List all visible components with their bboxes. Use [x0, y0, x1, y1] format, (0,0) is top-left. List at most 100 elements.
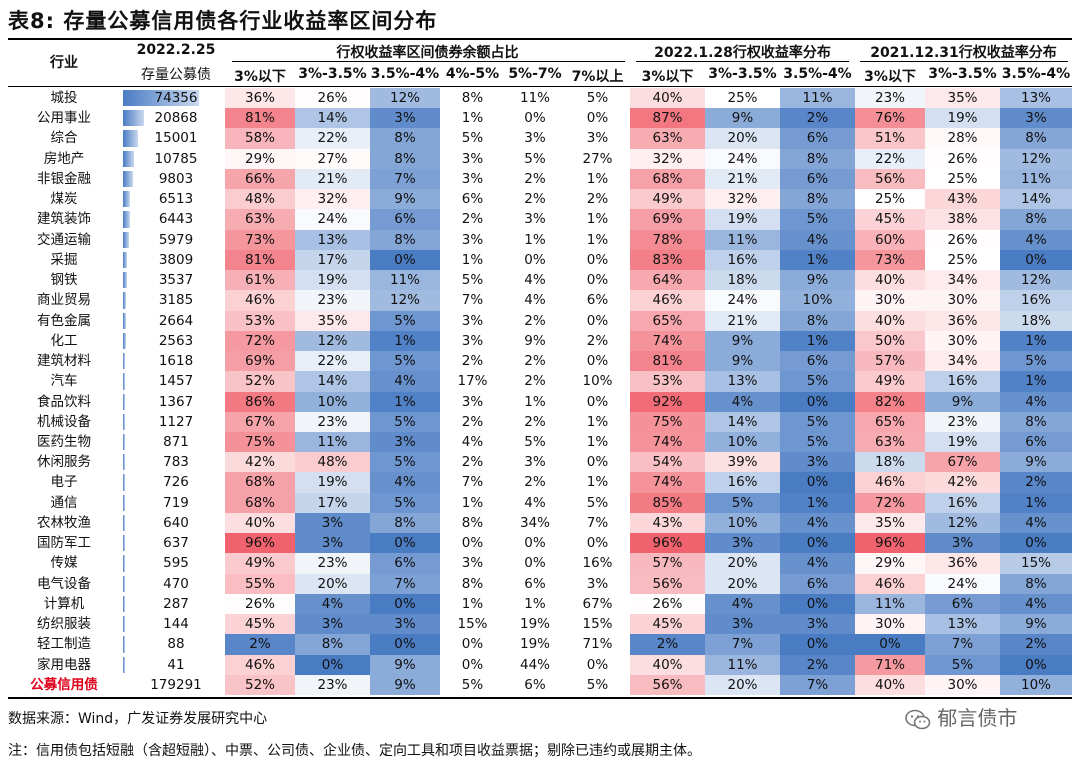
table-row: 轻工制造 88 2% 8% 0% 0% 19% 71% 2% 7% 0% 0% 7% 2% [8, 634, 1072, 655]
percent-cell: 22% [295, 128, 370, 149]
percent-cell: 73% [855, 249, 925, 271]
amount-bar [123, 454, 125, 471]
percent-cell: 14% [295, 108, 370, 129]
percent-cell: 8% [1000, 411, 1072, 432]
amount-value: 88 [167, 636, 185, 653]
percent-cell: 8% [295, 634, 370, 655]
percent-cell: 12% [295, 330, 370, 352]
amount-cell: 637 [121, 533, 231, 553]
percent-cell: 23% [295, 290, 370, 311]
bucket-header: 3%以下 [234, 69, 286, 85]
percent-cell: 4% [705, 593, 780, 615]
percent-cell: 52% [225, 371, 295, 392]
table-row: 建筑装饰 6443 63% 24% 6% 2% 3% 1% 69% 19% 5% 45% 38% 8% [8, 209, 1072, 230]
percent-cell: 6% [1000, 431, 1072, 453]
percent-cell: 46% [855, 573, 925, 594]
industry-name: 轻工制造 [37, 636, 91, 653]
percent-cell: 22% [855, 148, 925, 169]
percent-cell: 6% [780, 168, 855, 190]
table-row: 煤炭 6513 48% 32% 9% 6% 2% 2% 49% 32% 8% 25% 43% 14% [8, 189, 1072, 210]
percent-cell: 26% [925, 148, 1000, 169]
amount-value: 3809 [158, 251, 194, 268]
percent-cell: 63% [225, 209, 295, 230]
percent-cell: 96% [630, 533, 705, 554]
percent-cell: 1% [780, 492, 855, 513]
percent-cell: 3% [1000, 108, 1072, 129]
amount-bar [123, 332, 126, 350]
percent-cell: 19% [519, 636, 550, 653]
industry-name: 医药生物 [37, 433, 91, 450]
percent-cell: 81% [225, 249, 295, 271]
amount-cell: 144 [121, 614, 231, 634]
percent-cell: 10% [705, 431, 780, 453]
amount-bar [123, 373, 125, 390]
table-row: 非银金融 9803 66% 21% 7% 3% 2% 1% 68% 21% 6% 56% 25% 11% [8, 168, 1072, 190]
amount-value: 1618 [158, 353, 194, 370]
percent-cell: 10% [705, 512, 780, 534]
percent-cell: 68% [630, 168, 705, 190]
percent-cell: 1% [524, 231, 546, 248]
table-row: 机械设备 1127 67% 23% 5% 2% 2% 1% 75% 14% 5% 65% 23% 8% [8, 411, 1072, 432]
amount-value: 637 [163, 535, 189, 552]
percent-cell: 0% [1000, 654, 1072, 675]
amount-cell: 470 [121, 574, 231, 594]
percent-cell: 20% [705, 573, 780, 594]
industry-name: 纺织服装 [37, 616, 91, 633]
percent-cell: 2% [630, 634, 705, 655]
percent-cell: 9% [524, 332, 546, 349]
amount-bar [123, 292, 127, 309]
amount-bar [123, 494, 125, 511]
amount-value: 783 [163, 454, 189, 471]
percent-cell: 44% [519, 656, 550, 673]
percent-cell: 11% [705, 229, 780, 250]
percent-cell: 7% [370, 573, 440, 594]
amount-cell: 719 [121, 493, 231, 513]
percent-cell: 10% [780, 290, 855, 311]
industry-name: 公募信用债 [30, 676, 98, 693]
percent-cell: 43% [630, 512, 705, 534]
percent-cell: 56% [630, 573, 705, 594]
bucket-header: 4%-5% [445, 66, 500, 82]
percent-cell: 4% [1000, 593, 1072, 615]
percent-cell: 3% [461, 231, 484, 248]
percent-cell: 8% [370, 148, 440, 169]
amount-bar [123, 514, 125, 532]
table-row: 通信 719 68% 17% 5% 1% 4% 5% 85% 5% 1% 72% 16% 1% [8, 492, 1072, 513]
percent-cell: 12% [1000, 148, 1072, 169]
percent-cell: 50% [855, 330, 925, 352]
percent-cell: 26% [925, 229, 1000, 250]
amount-bar [123, 535, 125, 552]
amount-cell: 783 [121, 452, 231, 472]
amount-bar [123, 656, 125, 673]
percent-cell: 55% [225, 573, 295, 594]
amount-bar [123, 616, 125, 633]
percent-cell: 3% [586, 130, 609, 147]
industry-name: 建筑装饰 [37, 211, 91, 228]
industry-name: 综合 [50, 130, 78, 147]
percent-cell: 2% [524, 191, 546, 208]
percent-cell: 20% [705, 553, 780, 574]
percent-cell: 2% [524, 170, 546, 187]
header-rule [8, 86, 1072, 87]
bucket-header: 3%-3.5% [928, 66, 997, 82]
percent-cell: 9% [1000, 614, 1072, 635]
percent-cell: 63% [630, 128, 705, 149]
percent-cell: 25% [925, 168, 1000, 190]
percent-cell: 24% [925, 573, 1000, 594]
percent-cell: 46% [225, 654, 295, 675]
percent-cell: 22% [295, 351, 370, 372]
amount-value: 470 [163, 575, 189, 592]
percent-cell: 9% [780, 270, 855, 291]
percent-cell: 34% [925, 270, 1000, 291]
amount-cell: 1127 [121, 412, 231, 432]
percent-cell: 12% [370, 88, 440, 109]
industry-name: 采掘 [50, 251, 78, 268]
percent-cell: 57% [855, 351, 925, 372]
percent-cell: 9% [705, 108, 780, 129]
table-row: 钢铁 3537 61% 19% 11% 5% 4% 0% 64% 18% 9% 40% 34% 12% [8, 270, 1072, 291]
industry-name: 电子 [50, 474, 78, 491]
percent-cell: 5% [705, 492, 780, 513]
percent-cell: 3% [780, 452, 855, 473]
percent-cell: 6% [780, 573, 855, 594]
percent-cell: 72% [225, 330, 295, 352]
